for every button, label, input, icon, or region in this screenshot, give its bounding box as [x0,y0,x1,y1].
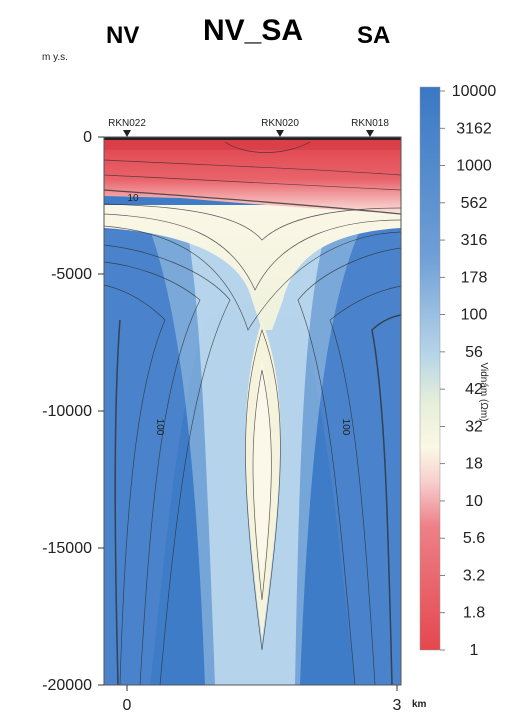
colorbar-tick-label: 56 [465,344,483,361]
station-marker [366,130,374,137]
colorbar-tick-label: 18 [465,456,483,473]
station-label: RKN022 [108,118,146,129]
colorbar-ramp [419,86,441,651]
colorbar-tick-label: 5.6 [463,530,485,547]
resistivity-field [104,137,401,685]
colorbar-tick-label: 3162 [456,120,492,137]
colorbar-tick-label: 42 [465,381,483,398]
station-marker [276,130,284,137]
x-tick-label: 3 [393,697,402,714]
colorbar-label: Vidnám (Ωm) [478,363,489,422]
colorbar-tick-label: 1.8 [463,605,485,622]
colorbar-tick-label: 10000 [452,83,497,100]
y-tick-label: -5000 [51,266,92,283]
x-unit-label: km [412,699,427,710]
colorbar-tick-label: 1 [470,642,479,659]
contour-labels: 10 100 100 [127,193,351,436]
left-end-label: NV [106,22,139,49]
colorbar-tick-label: 562 [461,195,488,212]
colorbar-tick-label: 3.2 [463,567,485,584]
colorbar-tick-label: 178 [461,269,488,286]
chart-title: NV_SA [203,14,303,47]
contour-label: 10 [127,193,139,204]
y-axis: 0 -5000 -10000 -15000 -20000 [42,129,104,694]
colorbar-tick-label: 100 [461,307,488,324]
colorbar-tick-label: 316 [461,232,488,249]
colorbar: 10000 3162 1000 562 316 178 100 56 42 32 18 10 5.6 3.… [419,83,497,659]
station-label: RKN020 [261,118,299,129]
y-axis-label: m y.s. [42,52,68,63]
x-axis: 0 3 km [123,685,427,714]
contour-label: 100 [154,419,165,436]
colorbar-tick-label: 32 [465,418,483,435]
y-tick-label: 0 [83,129,92,146]
colorbar-tick-label: 1000 [456,158,492,175]
x-tick-label: 0 [123,697,132,714]
y-tick-label: -10000 [42,403,92,420]
right-end-label: SA [357,22,390,49]
stations: RKN022 RKN020 RKN018 [108,118,389,137]
colorbar-tick-label: 10 [465,493,483,510]
contour-label: 100 [340,419,351,436]
station-label: RKN018 [351,118,389,129]
y-tick-label: -15000 [42,540,92,557]
station-marker [123,130,131,137]
y-tick-label: -20000 [42,677,92,694]
